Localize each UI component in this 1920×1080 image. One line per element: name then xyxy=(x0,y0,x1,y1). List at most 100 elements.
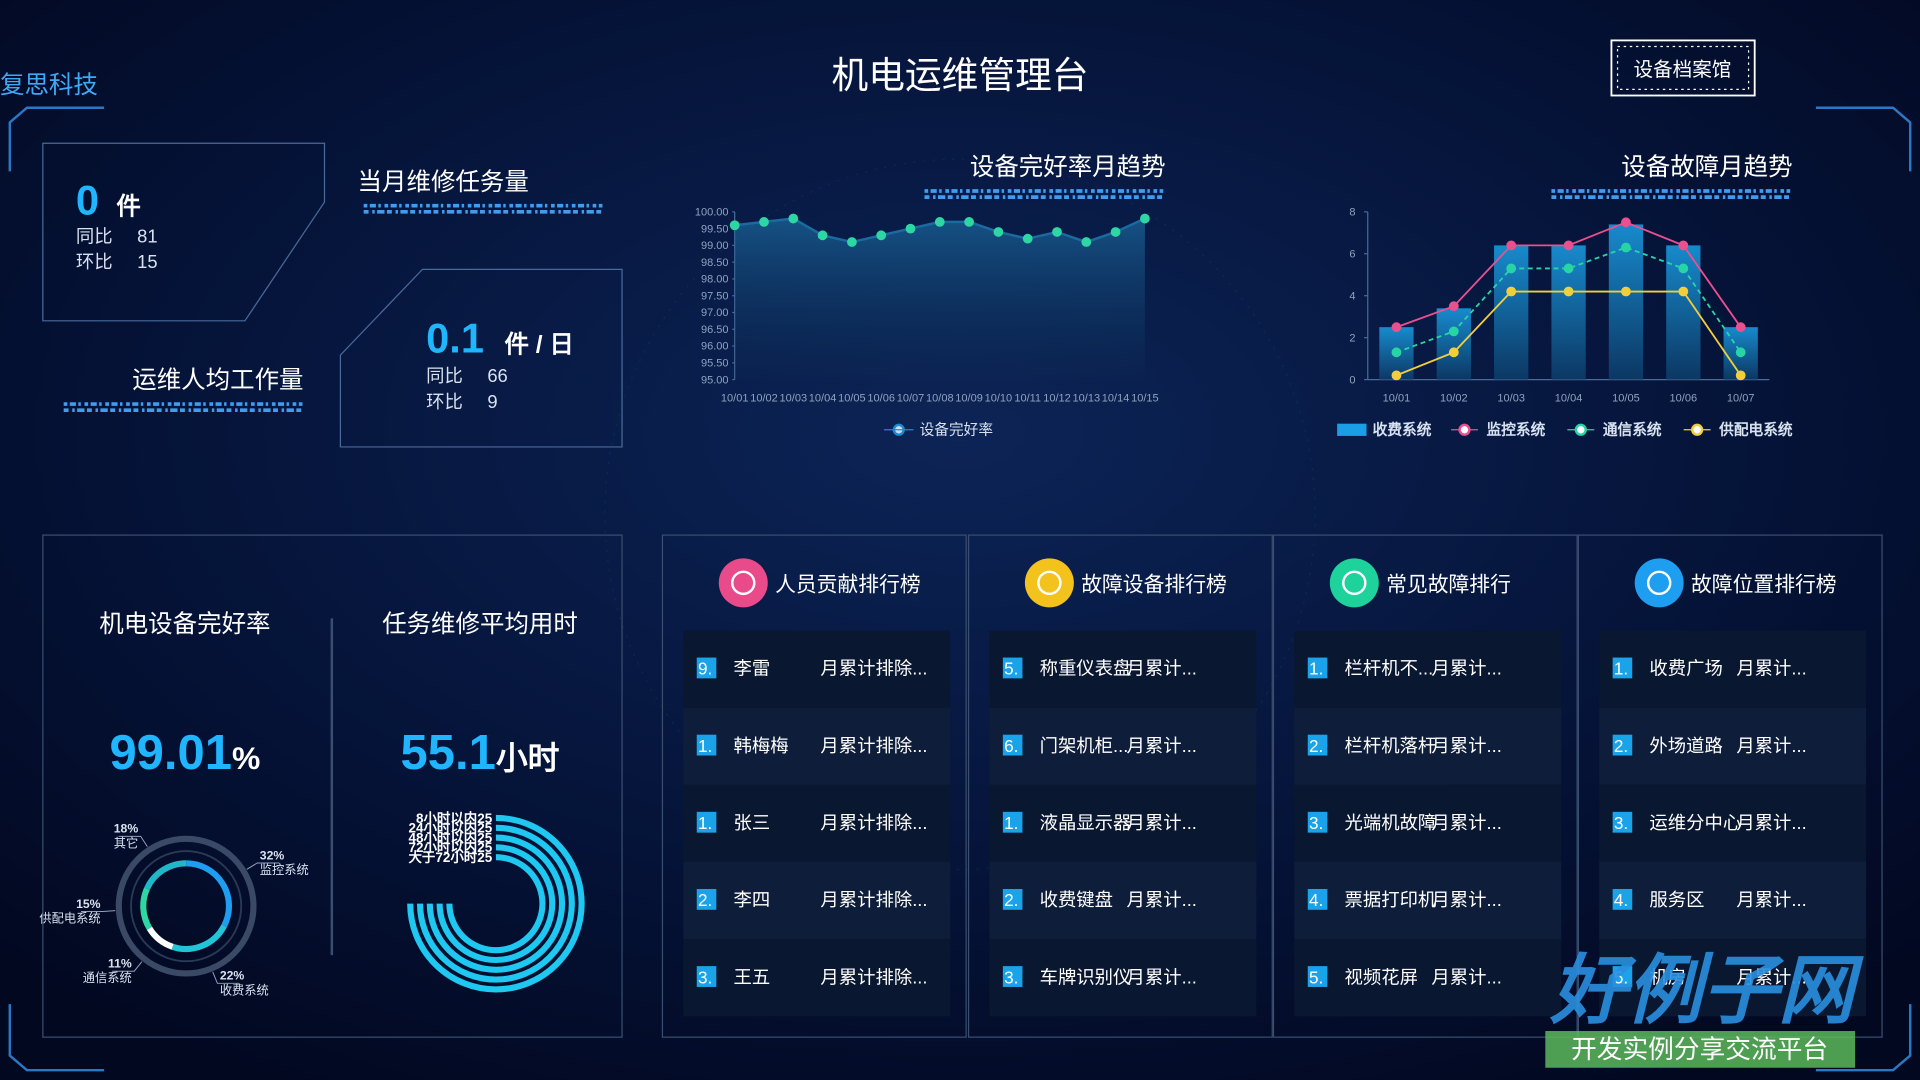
y-tick-label: 98.00 xyxy=(701,274,729,286)
pie-label: 通信系统 xyxy=(83,971,132,985)
point xyxy=(846,237,857,247)
rank-desc: 月累计... xyxy=(1736,889,1806,910)
rank-number: 3. xyxy=(1614,813,1628,833)
rank-row xyxy=(683,630,951,708)
leader-line xyxy=(112,961,143,972)
panel xyxy=(42,534,623,1038)
stat-number: 66 xyxy=(487,365,507,386)
archive-button[interactable]: 设备档案馆 xyxy=(1610,39,1756,97)
panel-title: 故障设备排行榜 xyxy=(1081,573,1227,596)
rank-desc: 月累计... xyxy=(1127,966,1197,987)
kpi-value: 99.01% xyxy=(109,726,260,780)
rank-desc: 月累计排除... xyxy=(820,889,927,910)
rank-number: 5. xyxy=(1309,967,1323,987)
rank-number: 9. xyxy=(698,659,712,679)
stat-unit: 件 xyxy=(116,192,140,220)
x-tick-label: 10/10 xyxy=(985,393,1013,405)
rank-row xyxy=(1294,784,1562,863)
rank-desc: 月累计... xyxy=(1431,658,1501,679)
x-tick-label: 10/07 xyxy=(897,393,925,405)
panel-icon xyxy=(1024,558,1074,608)
rank-desc: 月累计... xyxy=(1736,966,1806,987)
rank-badge xyxy=(696,811,717,833)
radial-label: 72小时以内25 xyxy=(408,839,492,855)
rank-name: 机房 xyxy=(1649,966,1686,987)
point xyxy=(1735,347,1746,358)
rank-name: 收费键盘 xyxy=(1040,889,1113,910)
chart-title: 设备完好率月趋势 xyxy=(970,153,1166,181)
rank-badge xyxy=(696,657,717,679)
stat-label: 同比 xyxy=(76,225,113,246)
rank-badge xyxy=(1612,811,1633,833)
panel-title: 故障位置排行榜 xyxy=(1691,573,1837,596)
legend-label: 设备完好率 xyxy=(920,422,993,439)
point xyxy=(1563,263,1574,274)
rank-badge xyxy=(1612,966,1633,987)
kpi-number: 99.01 xyxy=(109,726,232,780)
y-tick-label: 95.00 xyxy=(701,374,729,386)
rank-desc: 月累计... xyxy=(1736,658,1806,679)
rank-name: 光端机故障 xyxy=(1344,812,1436,833)
point xyxy=(1448,301,1459,312)
rank-number: 3. xyxy=(1309,813,1323,833)
rank-name: 收费广场 xyxy=(1649,658,1722,679)
legend-marker xyxy=(1458,423,1471,436)
panel-icon xyxy=(1329,558,1379,608)
y-tick-label: 97.00 xyxy=(701,307,729,319)
point xyxy=(1563,286,1574,297)
legend-label: 监控系统 xyxy=(1487,421,1546,439)
x-tick-label: 10/06 xyxy=(867,393,895,405)
panel-icon xyxy=(1634,558,1684,608)
x-tick-label: 10/09 xyxy=(955,393,983,405)
radial-label-name: 大于72小时 xyxy=(408,849,477,865)
stat-box xyxy=(42,142,326,322)
x-tick-label: 10/02 xyxy=(1440,393,1468,405)
point xyxy=(1735,322,1746,333)
pie-value-label: 18% xyxy=(114,822,139,836)
panel xyxy=(967,534,1273,1038)
x-tick-label: 10/01 xyxy=(1383,393,1411,405)
x-tick-label: 10/01 xyxy=(721,393,749,405)
panel-icon-inner xyxy=(1037,570,1062,596)
line-area xyxy=(734,218,1145,380)
button-label[interactable]: 设备档案馆 xyxy=(1633,59,1731,81)
y-tick-label: 98.50 xyxy=(701,257,729,269)
rank-row xyxy=(1294,630,1562,708)
rank-badge xyxy=(696,734,717,756)
stat-label: 环比 xyxy=(76,251,113,272)
point xyxy=(1391,322,1402,333)
pie-label: 其它 xyxy=(114,835,138,850)
bar xyxy=(1436,308,1471,380)
point xyxy=(1052,227,1062,237)
rank-row xyxy=(1599,707,1867,785)
y-tick-label: 96.50 xyxy=(701,324,729,336)
panel-title: 人员贡献排行榜 xyxy=(775,573,921,596)
rank-row xyxy=(989,939,1257,1017)
rank-row xyxy=(1294,707,1562,785)
pie-value-label: 11% xyxy=(108,957,132,971)
rank-name: 韩梅梅 xyxy=(733,735,788,756)
rank-number: 3. xyxy=(698,967,712,987)
radial-bar xyxy=(426,834,566,973)
rank-badge xyxy=(1307,734,1328,756)
legend-marker xyxy=(1574,423,1587,436)
x-tick-label: 10/04 xyxy=(809,393,837,405)
point xyxy=(1678,240,1689,251)
point xyxy=(1621,286,1631,297)
rank-badge xyxy=(1002,734,1023,756)
rank-name: 栏杆机落杆 xyxy=(1344,735,1436,756)
rank-row xyxy=(1599,862,1867,940)
rank-desc: 月累计... xyxy=(1431,812,1501,833)
rank-number: 1. xyxy=(1309,659,1323,679)
rank-desc: 月累计排除... xyxy=(820,658,927,679)
point xyxy=(1448,326,1459,337)
rank-badge xyxy=(1307,811,1328,833)
stat-number: 15 xyxy=(137,251,157,272)
stat-value: 0.1 xyxy=(426,315,484,362)
x-tick-label: 10/08 xyxy=(926,393,954,405)
stat-box xyxy=(339,268,623,448)
rank-number: 4. xyxy=(1614,890,1628,910)
button-border xyxy=(1610,39,1756,97)
